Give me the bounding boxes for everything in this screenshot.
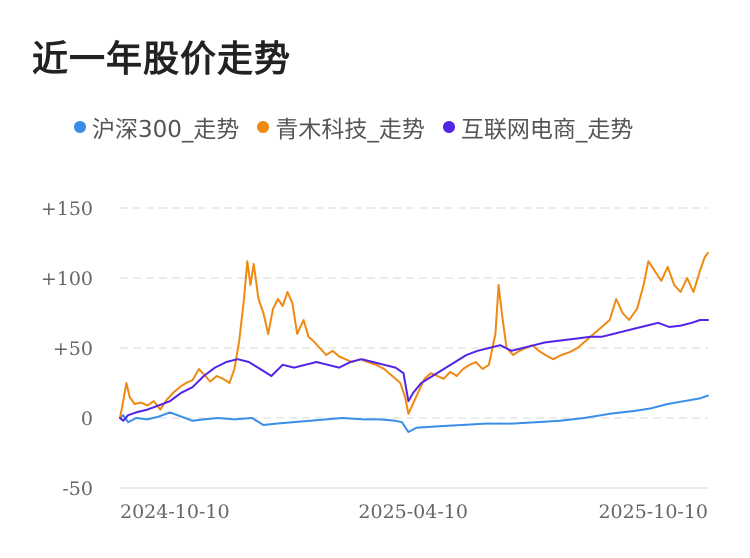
legend-item-hs300[interactable]: 沪深300_走势: [74, 110, 239, 144]
x-tick-label: 2024-10-10: [120, 501, 230, 523]
legend: 沪深300_走势 青木科技_走势 互联网电商_走势: [74, 110, 651, 144]
legend-item-hulian[interactable]: 互联网电商_走势: [442, 110, 634, 144]
series-line-hulian: [119, 319, 709, 422]
legend-dot-hs300: [74, 121, 86, 133]
y-tick-label: +150: [41, 198, 93, 220]
legend-item-qingmu[interactable]: 青木科技_走势: [257, 110, 425, 144]
series-line-qingmu: [119, 251, 709, 419]
legend-label-qingmu: 青木科技_走势: [275, 117, 425, 143]
legend-label-hs300: 沪深300_走势: [92, 117, 240, 143]
legend-dot-qingmu: [257, 121, 270, 133]
y-tick-label: -50: [62, 478, 93, 500]
y-tick-label: +100: [41, 268, 93, 290]
x-tick-label: 2025-04-10: [358, 501, 468, 523]
legend-dot-hulian: [442, 121, 455, 133]
y-tick-label: 0: [81, 408, 93, 430]
x-tick-label: 2025-10-10: [598, 501, 708, 523]
chart-title: 近一年股价走势: [32, 39, 292, 80]
series-line-hs300: [119, 394, 709, 433]
y-tick-label: +50: [53, 338, 93, 360]
legend-label-hulian: 互联网电商_走势: [460, 117, 634, 143]
